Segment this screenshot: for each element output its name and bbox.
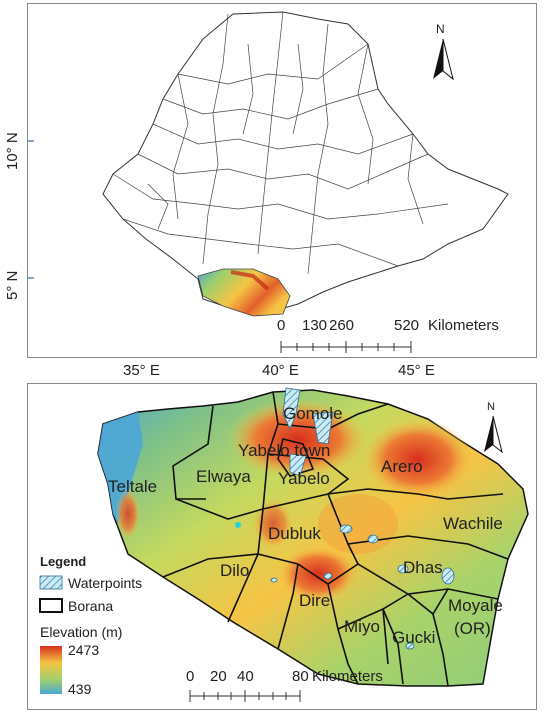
scale-b-label-20: 20 [210, 668, 227, 685]
district-dilo: Dilo [220, 561, 250, 580]
lon-tick-35e: 35° E [123, 362, 160, 379]
scale-b-label-40: 40 [237, 668, 254, 685]
scale-b-label-80: 80 [292, 668, 309, 685]
scale-label-0: 0 [277, 317, 286, 334]
north-label-bottom: N [487, 401, 495, 413]
lon-tick-45e: 45° E [398, 362, 435, 379]
scale-b-unit: Kilometers [312, 668, 383, 685]
legend-elevation-label: Elevation (m) [40, 624, 123, 640]
lat-tick-10n: 10° N [4, 132, 21, 170]
district-dire: Dire [299, 591, 331, 610]
district-elwaya: Elwaya [196, 467, 251, 486]
legend-borana-swatch [39, 598, 63, 613]
admin-boundaries [112, 11, 449, 275]
scale-bar-bottom [189, 690, 301, 702]
district-yabelo-town: Yabelo town [238, 441, 331, 460]
legend-elev-max: 2473 [68, 642, 100, 658]
scale-label-520: 520 [394, 317, 420, 334]
district-teltale: Teltale [108, 477, 158, 496]
district-gucki: Gucki [392, 628, 436, 647]
scale-unit: Kilometers [428, 317, 499, 334]
legend-elevation-ramp [40, 646, 62, 694]
lon-tick-40e: 40° E [262, 362, 299, 379]
district-moyale: Moyale [448, 596, 503, 615]
legend-elev-min: 439 [68, 681, 92, 697]
legend-waterpoints-label: Waterpoints [68, 575, 143, 591]
district-yabelo: Yabelo [278, 469, 330, 488]
scale-b-label-0: 0 [186, 668, 195, 685]
borana-elevation-map [39, 387, 529, 702]
lat-tick-5n: 5° N [4, 270, 21, 300]
overview-map-panel: N 0 130 260 520 Kilometers [27, 3, 537, 358]
north-label-top: N [436, 22, 445, 36]
scale-bar-top [280, 341, 412, 353]
legend-title: Legend [40, 554, 87, 569]
scale-label-130: 130 [302, 317, 328, 334]
district-gomole: Gomole [283, 404, 343, 423]
legend-waterpoints-swatch [39, 575, 63, 590]
scale-label-260: 260 [329, 317, 355, 334]
district-miyo: Miyo [344, 617, 380, 636]
legend-borana-label: Borana [68, 598, 114, 614]
borana-map-panel: N Gomole Yabelo town Yabelo Arero Teltal… [27, 383, 537, 710]
north-arrow-icon-top [433, 38, 454, 81]
borana-inset [197, 268, 291, 317]
district-moyale-or: (OR) [454, 619, 491, 638]
north-arrow-icon-bottom [484, 415, 503, 454]
district-wachile: Wachile [443, 514, 503, 533]
district-dubluk: Dubluk [268, 524, 321, 543]
district-dhas: Dhas [403, 558, 443, 577]
ethiopia-map [28, 11, 509, 353]
waterpoints-layer [270, 387, 455, 650]
district-arero: Arero [381, 457, 423, 476]
